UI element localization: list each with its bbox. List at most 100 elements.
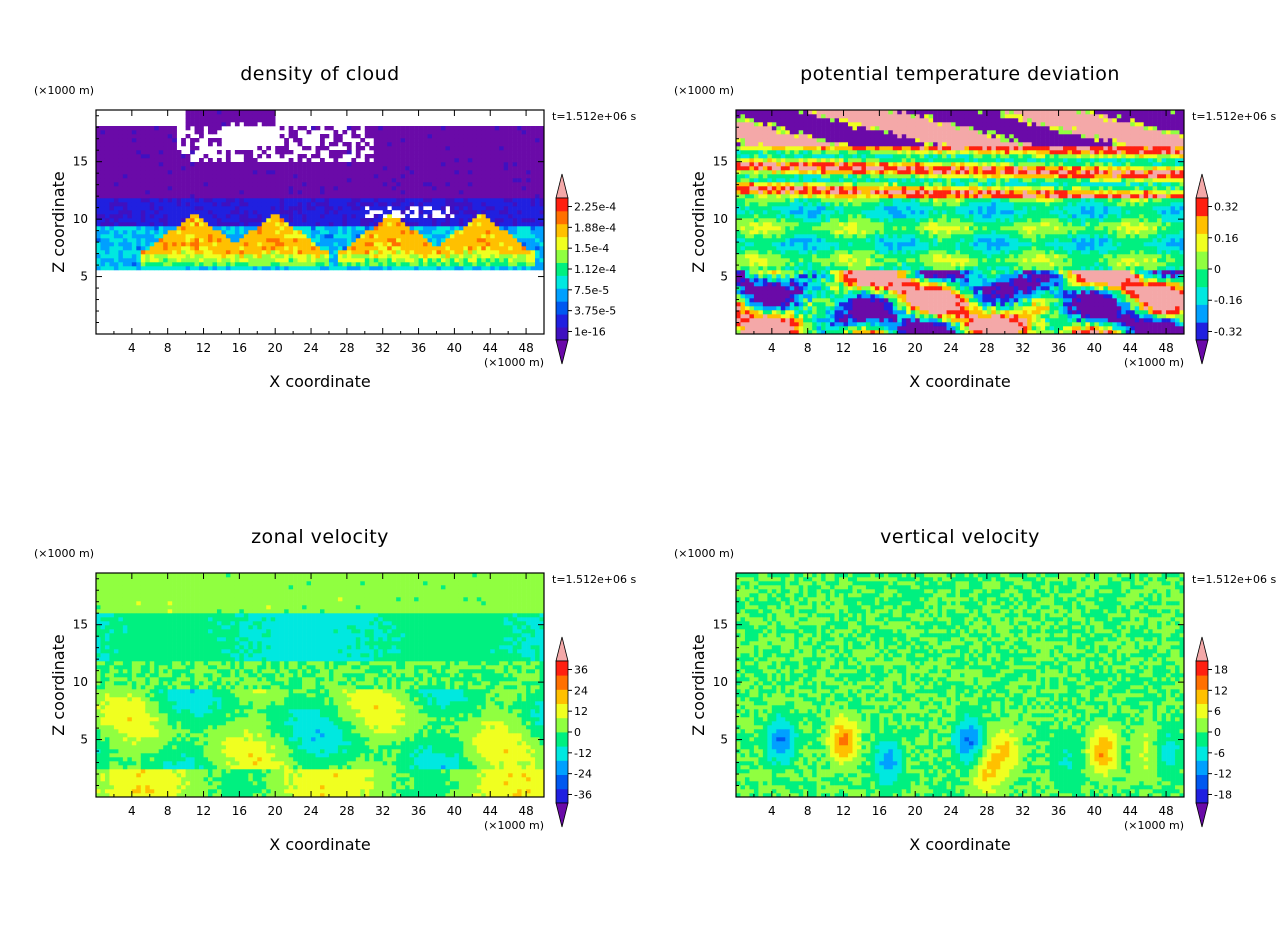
heatmap-cell xyxy=(248,186,254,191)
heatmap-cell xyxy=(181,214,186,219)
heatmap-cell xyxy=(494,134,500,139)
heatmap-cell xyxy=(767,322,773,327)
heatmap-cell xyxy=(526,242,531,247)
heatmap-cell xyxy=(526,230,531,235)
heatmap-cell xyxy=(302,230,307,235)
heatmap-cell xyxy=(149,238,155,243)
heatmap-cell xyxy=(328,174,334,179)
heatmap-cell xyxy=(284,166,289,171)
heatmap-cell xyxy=(328,222,334,227)
heatmap-cell xyxy=(807,294,813,299)
heatmap-cell xyxy=(409,126,415,131)
heatmap-cell xyxy=(140,238,146,243)
heatmap-cell xyxy=(199,238,204,243)
heatmap-cell xyxy=(405,226,410,231)
heatmap-cell xyxy=(266,230,272,235)
heatmap-cell xyxy=(440,190,446,195)
heatmap-cell xyxy=(369,174,375,179)
heatmap-cell xyxy=(807,266,813,271)
heatmap-cell xyxy=(127,266,133,271)
heatmap-cell xyxy=(432,226,437,231)
heatmap-cell xyxy=(785,154,791,159)
heatmap-cell xyxy=(360,194,366,199)
heatmap-cell xyxy=(176,178,182,183)
heatmap-cell xyxy=(449,158,455,163)
heatmap-cell xyxy=(212,222,218,227)
heatmap-cell xyxy=(485,246,491,251)
heatmap-cell xyxy=(794,242,800,247)
heatmap-cell xyxy=(776,310,782,315)
heatmap-cell xyxy=(351,218,357,223)
heatmap-cell xyxy=(789,290,795,295)
heatmap-cell xyxy=(526,214,531,219)
heatmap-cell xyxy=(360,146,366,151)
heatmap-cell xyxy=(740,186,746,191)
colorbar-label: 1.12e-4 xyxy=(574,263,616,276)
heatmap-cell xyxy=(355,250,361,255)
heatmap-cell xyxy=(767,298,773,303)
heatmap-cell xyxy=(508,230,513,235)
heatmap-cell xyxy=(780,242,786,247)
heatmap-cell xyxy=(798,126,804,131)
colorbar-label: 1.88e-4 xyxy=(574,221,616,234)
heatmap-cell xyxy=(315,170,321,175)
heatmap-cell xyxy=(248,218,254,223)
heatmap-cell xyxy=(825,118,831,123)
heatmap-cell xyxy=(494,162,500,167)
heatmap-cell xyxy=(839,246,844,251)
heatmap-cell xyxy=(127,242,133,247)
heatmap-cell xyxy=(333,214,339,219)
heatmap-cell xyxy=(194,194,200,199)
heatmap-cell xyxy=(221,166,227,171)
heatmap-cell xyxy=(279,266,285,271)
heatmap-cell xyxy=(423,234,428,239)
heatmap-cell xyxy=(145,186,151,191)
heatmap-cell xyxy=(216,230,222,235)
heatmap-cell xyxy=(414,158,419,163)
heatmap-cell xyxy=(830,218,835,223)
heatmap-cell xyxy=(834,166,840,171)
heatmap-cell xyxy=(454,246,460,251)
heatmap-cell xyxy=(467,242,473,247)
heatmap-cell xyxy=(848,122,853,127)
heatmap-cell xyxy=(154,126,160,131)
heatmap-cell xyxy=(378,250,384,255)
heatmap-cell xyxy=(118,134,124,139)
heatmap-cell xyxy=(96,134,101,139)
heatmap-cell xyxy=(458,166,464,171)
heatmap-cell xyxy=(163,226,168,231)
heatmap-cell xyxy=(767,230,773,235)
heatmap-cell xyxy=(400,226,406,231)
heatmap-cell xyxy=(149,134,155,139)
heatmap-cell xyxy=(149,150,155,155)
heatmap-cell xyxy=(440,222,446,227)
heatmap-cell xyxy=(230,246,236,251)
heatmap-cell xyxy=(490,234,496,239)
heatmap-cell xyxy=(463,162,469,167)
heatmap-cell xyxy=(736,138,741,143)
heatmap-cell xyxy=(794,206,800,211)
heatmap-cell xyxy=(467,138,473,143)
heatmap-cell xyxy=(807,234,813,239)
heatmap-cell xyxy=(834,330,840,335)
heatmap-cell xyxy=(825,226,831,231)
heatmap-cell xyxy=(149,126,155,131)
heatmap-cell xyxy=(816,170,822,175)
heatmap-cell xyxy=(798,142,804,147)
heatmap-cell xyxy=(320,194,325,199)
heatmap-cell xyxy=(418,206,424,211)
heatmap-cell xyxy=(154,142,160,147)
heatmap-cell xyxy=(830,158,835,163)
heatmap-cell xyxy=(517,214,522,219)
heatmap-cell xyxy=(816,222,822,227)
heatmap-cell xyxy=(839,122,844,127)
heatmap-cell xyxy=(490,150,496,155)
heatmap-cell xyxy=(136,138,142,143)
heatmap-cell xyxy=(328,194,334,199)
heatmap-cell xyxy=(270,262,276,267)
heatmap-cell xyxy=(333,222,339,227)
heatmap-cell xyxy=(378,138,384,143)
heatmap-cell xyxy=(535,166,540,171)
heatmap-cell xyxy=(212,162,218,167)
heatmap-cell xyxy=(221,170,227,175)
